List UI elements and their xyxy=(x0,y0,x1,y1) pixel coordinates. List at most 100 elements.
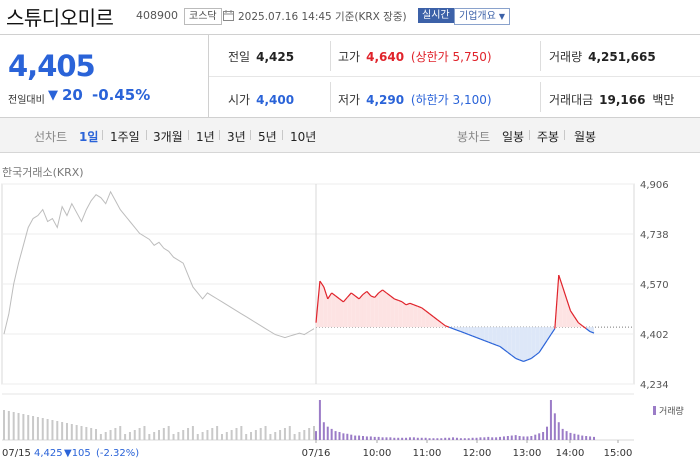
price-line-segment xyxy=(527,357,532,361)
price-line-segment xyxy=(315,280,321,323)
price-line-segment xyxy=(319,280,325,288)
period-5y[interactable]: 5년 xyxy=(258,130,277,144)
period-1w[interactable]: 1주일 xyxy=(110,130,140,144)
area-fill xyxy=(421,307,426,328)
prev-date-label: 07/15 xyxy=(2,448,31,459)
price-line-segment xyxy=(342,296,348,303)
price-line-segment xyxy=(589,331,595,334)
chart-toolbar: 선차트 1일 1주일 3개월 1년 3년 5년 10년 봉차트 일봉 주봉 월봉 xyxy=(0,118,700,153)
area-fill xyxy=(515,327,520,360)
line-chart-label: 선차트 xyxy=(34,130,68,144)
price-line-segment xyxy=(558,274,564,288)
price-line-segment xyxy=(468,334,473,337)
x-tick-label: 14:00 xyxy=(556,448,585,459)
period-3y[interactable]: 3년 xyxy=(227,130,246,144)
area-fill xyxy=(523,327,528,362)
price-line-segment xyxy=(456,329,462,333)
area-fill xyxy=(409,303,414,328)
area-fill xyxy=(531,327,536,359)
candle-weekly[interactable]: 주봉 xyxy=(537,130,560,144)
area-fill xyxy=(480,327,485,341)
x-tick-label: 15:00 xyxy=(604,448,633,459)
area-fill xyxy=(417,306,422,328)
area-fill xyxy=(468,327,473,337)
price-line-segment xyxy=(523,359,528,362)
market-badge: 코스닥 xyxy=(184,8,222,25)
price-line-segment xyxy=(390,295,395,300)
y-tick-label: 4,402 xyxy=(640,330,669,341)
area-fill xyxy=(402,301,407,328)
price-line-segment xyxy=(573,316,579,324)
price-line-segment xyxy=(534,351,540,356)
price-line-segment xyxy=(417,305,422,309)
y-tick-label: 4,570 xyxy=(640,280,669,291)
area-fill xyxy=(464,327,469,335)
stat-trade-value: 거래대금 19,166 백만 xyxy=(549,91,674,108)
area-fill xyxy=(319,281,324,328)
price-line-segment xyxy=(374,292,380,298)
area-fill xyxy=(472,327,477,338)
period-1d[interactable]: 1일 xyxy=(79,130,99,144)
area-fill xyxy=(527,327,532,360)
period-3m[interactable]: 3개월 xyxy=(153,130,183,144)
area-fill xyxy=(351,292,356,328)
company-overview-label: 기업개요 xyxy=(459,11,496,22)
company-overview-button[interactable]: 기업개요 ▼ xyxy=(454,8,510,25)
area-fill xyxy=(547,327,551,341)
price-line-segment xyxy=(358,294,364,300)
price-line-segment xyxy=(444,325,450,328)
stat-value: 4,400 xyxy=(256,93,295,107)
area-fill xyxy=(539,327,544,353)
realtime-badge[interactable]: 실시간 xyxy=(418,8,454,23)
price-line-segment xyxy=(323,286,329,300)
price-line-segment xyxy=(570,310,575,318)
period-10y[interactable]: 10년 xyxy=(290,130,317,144)
area-fill xyxy=(343,297,348,328)
stat-label: 저가 xyxy=(338,93,361,107)
price-line-segment xyxy=(401,301,407,306)
previous-day-line xyxy=(3,190,315,339)
area-fill xyxy=(382,289,387,328)
price-line-segment xyxy=(460,331,466,334)
candle-daily[interactable]: 일봉 xyxy=(502,130,525,144)
period-1y[interactable]: 1년 xyxy=(196,130,215,144)
area-fill xyxy=(335,295,340,328)
price-line-segment xyxy=(437,319,442,324)
price-line-segment xyxy=(581,325,587,330)
volume-legend-label: 거래량 xyxy=(659,405,684,417)
price-line-segment xyxy=(409,302,415,306)
stat-value: 4,640 xyxy=(366,50,405,64)
stat-high: 고가 4,640 (상한가 5,750) xyxy=(338,48,492,65)
price-line-segment xyxy=(346,292,352,298)
stat-volume: 거래량 4,251,665 xyxy=(549,48,656,65)
price-line-segment xyxy=(550,328,556,335)
stock-header: 스튜디오미르 408900 코스닥 2025.07.16 14:45 기준(KR… xyxy=(0,0,700,34)
area-fill xyxy=(503,327,508,353)
price-line-segment xyxy=(511,354,517,359)
y-tick-label: 4,738 xyxy=(640,230,669,241)
y-tick-label: 4,906 xyxy=(640,180,669,191)
price-line-segment xyxy=(554,275,560,329)
area-fill xyxy=(476,327,481,340)
chevron-down-icon: ▼ xyxy=(498,12,505,21)
price-line-segment xyxy=(378,289,383,294)
x-tick-label: 07/16 xyxy=(302,448,331,459)
stat-value: 4,425 xyxy=(256,50,295,64)
area-fill xyxy=(511,327,516,359)
price-line-segment xyxy=(327,292,333,300)
change-percent: -0.45% xyxy=(92,86,151,104)
area-fill xyxy=(488,327,493,344)
price-line-segment xyxy=(491,342,497,346)
change-value: 20 xyxy=(62,86,83,104)
area-fill xyxy=(519,327,524,362)
price-line-segment xyxy=(362,290,368,295)
area-fill xyxy=(437,319,442,328)
price-chart[interactable]: 4,906 4,738 4,570 4,402 4,234 거래량 07/16 10:00 11… xyxy=(0,152,700,465)
price-line-segment xyxy=(370,295,375,298)
stat-low: 저가 4,290 (하한가 3,100) xyxy=(338,91,492,108)
price-line-segment xyxy=(398,299,403,303)
price-line-segment xyxy=(421,307,426,312)
x-tick-label: 10:00 xyxy=(363,448,392,459)
area-fill xyxy=(429,313,434,328)
candle-monthly[interactable]: 월봉 xyxy=(574,130,597,144)
